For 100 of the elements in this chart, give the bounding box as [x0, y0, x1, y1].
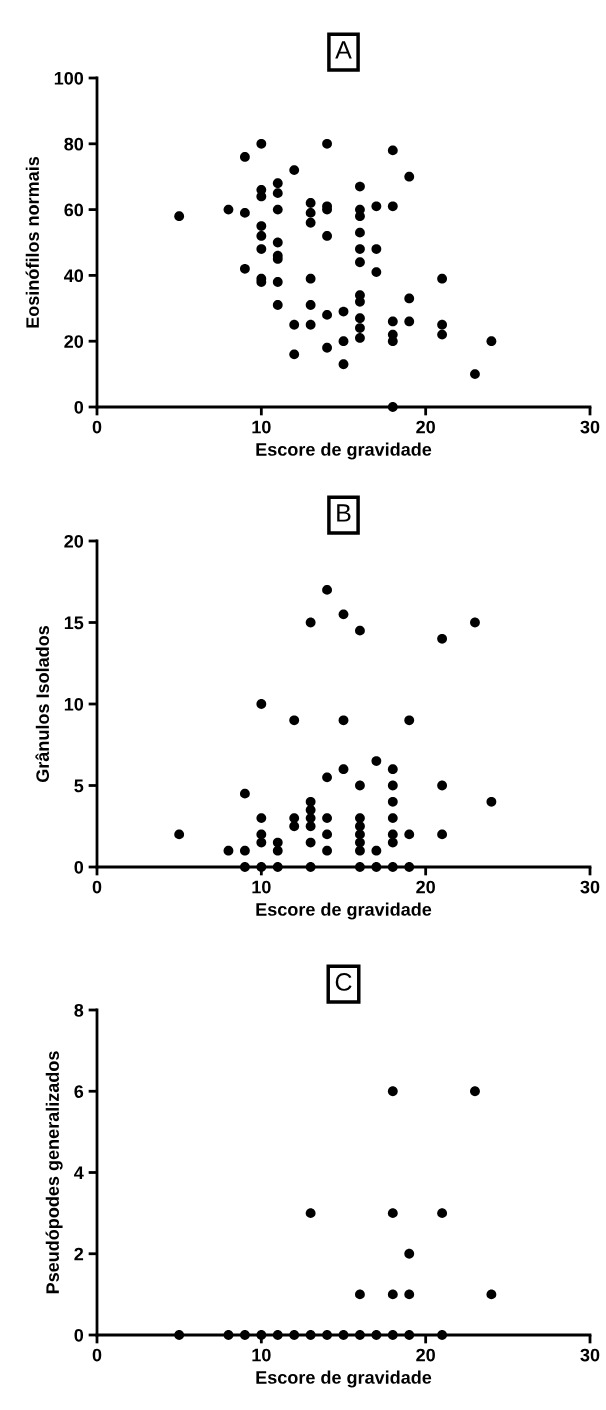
- point: [305, 862, 316, 872]
- point: [272, 845, 283, 856]
- point: [289, 821, 300, 832]
- x-tick-label: 10: [252, 1348, 271, 1362]
- point: [322, 845, 332, 856]
- chart-title: A: [335, 41, 352, 59]
- point: [305, 837, 316, 848]
- point: [355, 821, 365, 832]
- x-tick-label: 10: [252, 880, 271, 894]
- point: [355, 845, 365, 856]
- point: [437, 1208, 448, 1219]
- point: [355, 780, 365, 791]
- point: [289, 715, 300, 726]
- point: [404, 1289, 415, 1300]
- chart-title: C: [335, 973, 352, 991]
- y-tick-label: 0: [74, 860, 84, 874]
- y-tick-label: 2: [74, 1247, 84, 1261]
- x-tick-label: 0: [92, 420, 102, 434]
- y-tick-label: 100: [54, 71, 84, 85]
- point: [239, 788, 250, 799]
- point: [404, 1330, 415, 1340]
- x-tick-label: 0: [92, 1348, 102, 1362]
- y-axis-title: Grânulos Isolados: [35, 625, 50, 783]
- point: [486, 796, 497, 807]
- point: [387, 764, 398, 775]
- point: [355, 625, 365, 636]
- point: [387, 1289, 398, 1300]
- point: [256, 813, 267, 824]
- y-tick-label: 4: [74, 1166, 84, 1180]
- point: [486, 1289, 497, 1300]
- point: [404, 715, 415, 726]
- point: [437, 633, 448, 644]
- point: [322, 1330, 332, 1340]
- x-tick-label: 0: [92, 880, 102, 894]
- y-axis-title: Eosinófilos normais: [25, 156, 39, 328]
- y-tick-label: 10: [64, 697, 84, 711]
- y-tick-label: 20: [64, 534, 84, 548]
- point: [355, 829, 365, 840]
- point: [256, 837, 267, 848]
- point: [387, 837, 398, 848]
- point: [305, 617, 316, 628]
- x-tick-label: 20: [416, 420, 435, 434]
- point: [322, 772, 332, 783]
- point: [338, 609, 349, 620]
- point: [387, 1086, 398, 1097]
- point: [322, 584, 332, 595]
- y-tick-label: 40: [64, 269, 84, 283]
- point: [256, 699, 267, 709]
- point: [289, 1330, 300, 1340]
- point: [371, 862, 382, 872]
- point: [387, 813, 398, 824]
- x-tick-label: 30: [580, 880, 600, 894]
- y-axis-title: Pseudópodes generalizados: [45, 1051, 63, 1294]
- point: [371, 845, 382, 856]
- point: [387, 1330, 398, 1340]
- y-tick-label: 80: [64, 137, 84, 151]
- point: [256, 1330, 267, 1340]
- point: [355, 862, 365, 872]
- x-axis-title: Escore de gravidade: [256, 1370, 432, 1388]
- y-tick-label: 15: [64, 616, 84, 630]
- point: [338, 1330, 349, 1340]
- point: [404, 862, 415, 872]
- point: [322, 829, 332, 840]
- x-tick-label: 30: [580, 1348, 600, 1362]
- point: [437, 780, 448, 791]
- point: [404, 1248, 415, 1259]
- point: [355, 1289, 365, 1300]
- point: [371, 756, 382, 766]
- point: [338, 715, 349, 726]
- x-tick-label: 30: [580, 420, 600, 434]
- y-tick-label: 0: [74, 400, 84, 414]
- point: [371, 1330, 382, 1340]
- point: [387, 862, 398, 872]
- x-axis-title: Escore de gravidade: [256, 902, 432, 920]
- y-tick-label: 6: [74, 1085, 84, 1098]
- point: [387, 1208, 398, 1219]
- point: [174, 829, 185, 840]
- point: [355, 1330, 365, 1340]
- point: [239, 862, 250, 872]
- point: [256, 862, 267, 872]
- point: [239, 845, 250, 856]
- x-tick-label: 20: [416, 880, 435, 894]
- y-tick-label: 0: [74, 1328, 84, 1342]
- point: [404, 829, 415, 840]
- x-axis-title: Escore de gravidade: [256, 442, 432, 460]
- y-tick-label: 5: [74, 779, 84, 793]
- y-tick-label: 20: [64, 335, 84, 348]
- point: [174, 1330, 185, 1340]
- point: [470, 617, 480, 628]
- x-tick-label: 10: [252, 420, 271, 434]
- point: [387, 829, 398, 840]
- point: [272, 1330, 283, 1340]
- point: [437, 829, 448, 840]
- point: [305, 1208, 316, 1219]
- x-tick-label: 20: [416, 1348, 435, 1362]
- y-tick-label: 8: [74, 1003, 84, 1017]
- chart-title: B: [337, 504, 351, 522]
- point: [387, 780, 398, 791]
- point: [437, 1330, 448, 1340]
- point: [470, 1086, 480, 1097]
